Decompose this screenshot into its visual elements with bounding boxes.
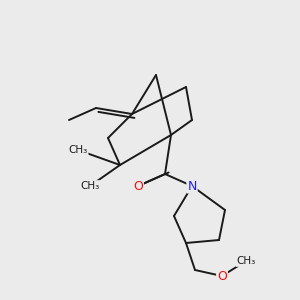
- Text: N: N: [187, 179, 197, 193]
- Text: CH₃: CH₃: [68, 145, 88, 155]
- Text: CH₃: CH₃: [236, 256, 256, 266]
- Text: CH₃: CH₃: [80, 181, 100, 191]
- Text: O: O: [217, 269, 227, 283]
- Text: O: O: [133, 179, 143, 193]
